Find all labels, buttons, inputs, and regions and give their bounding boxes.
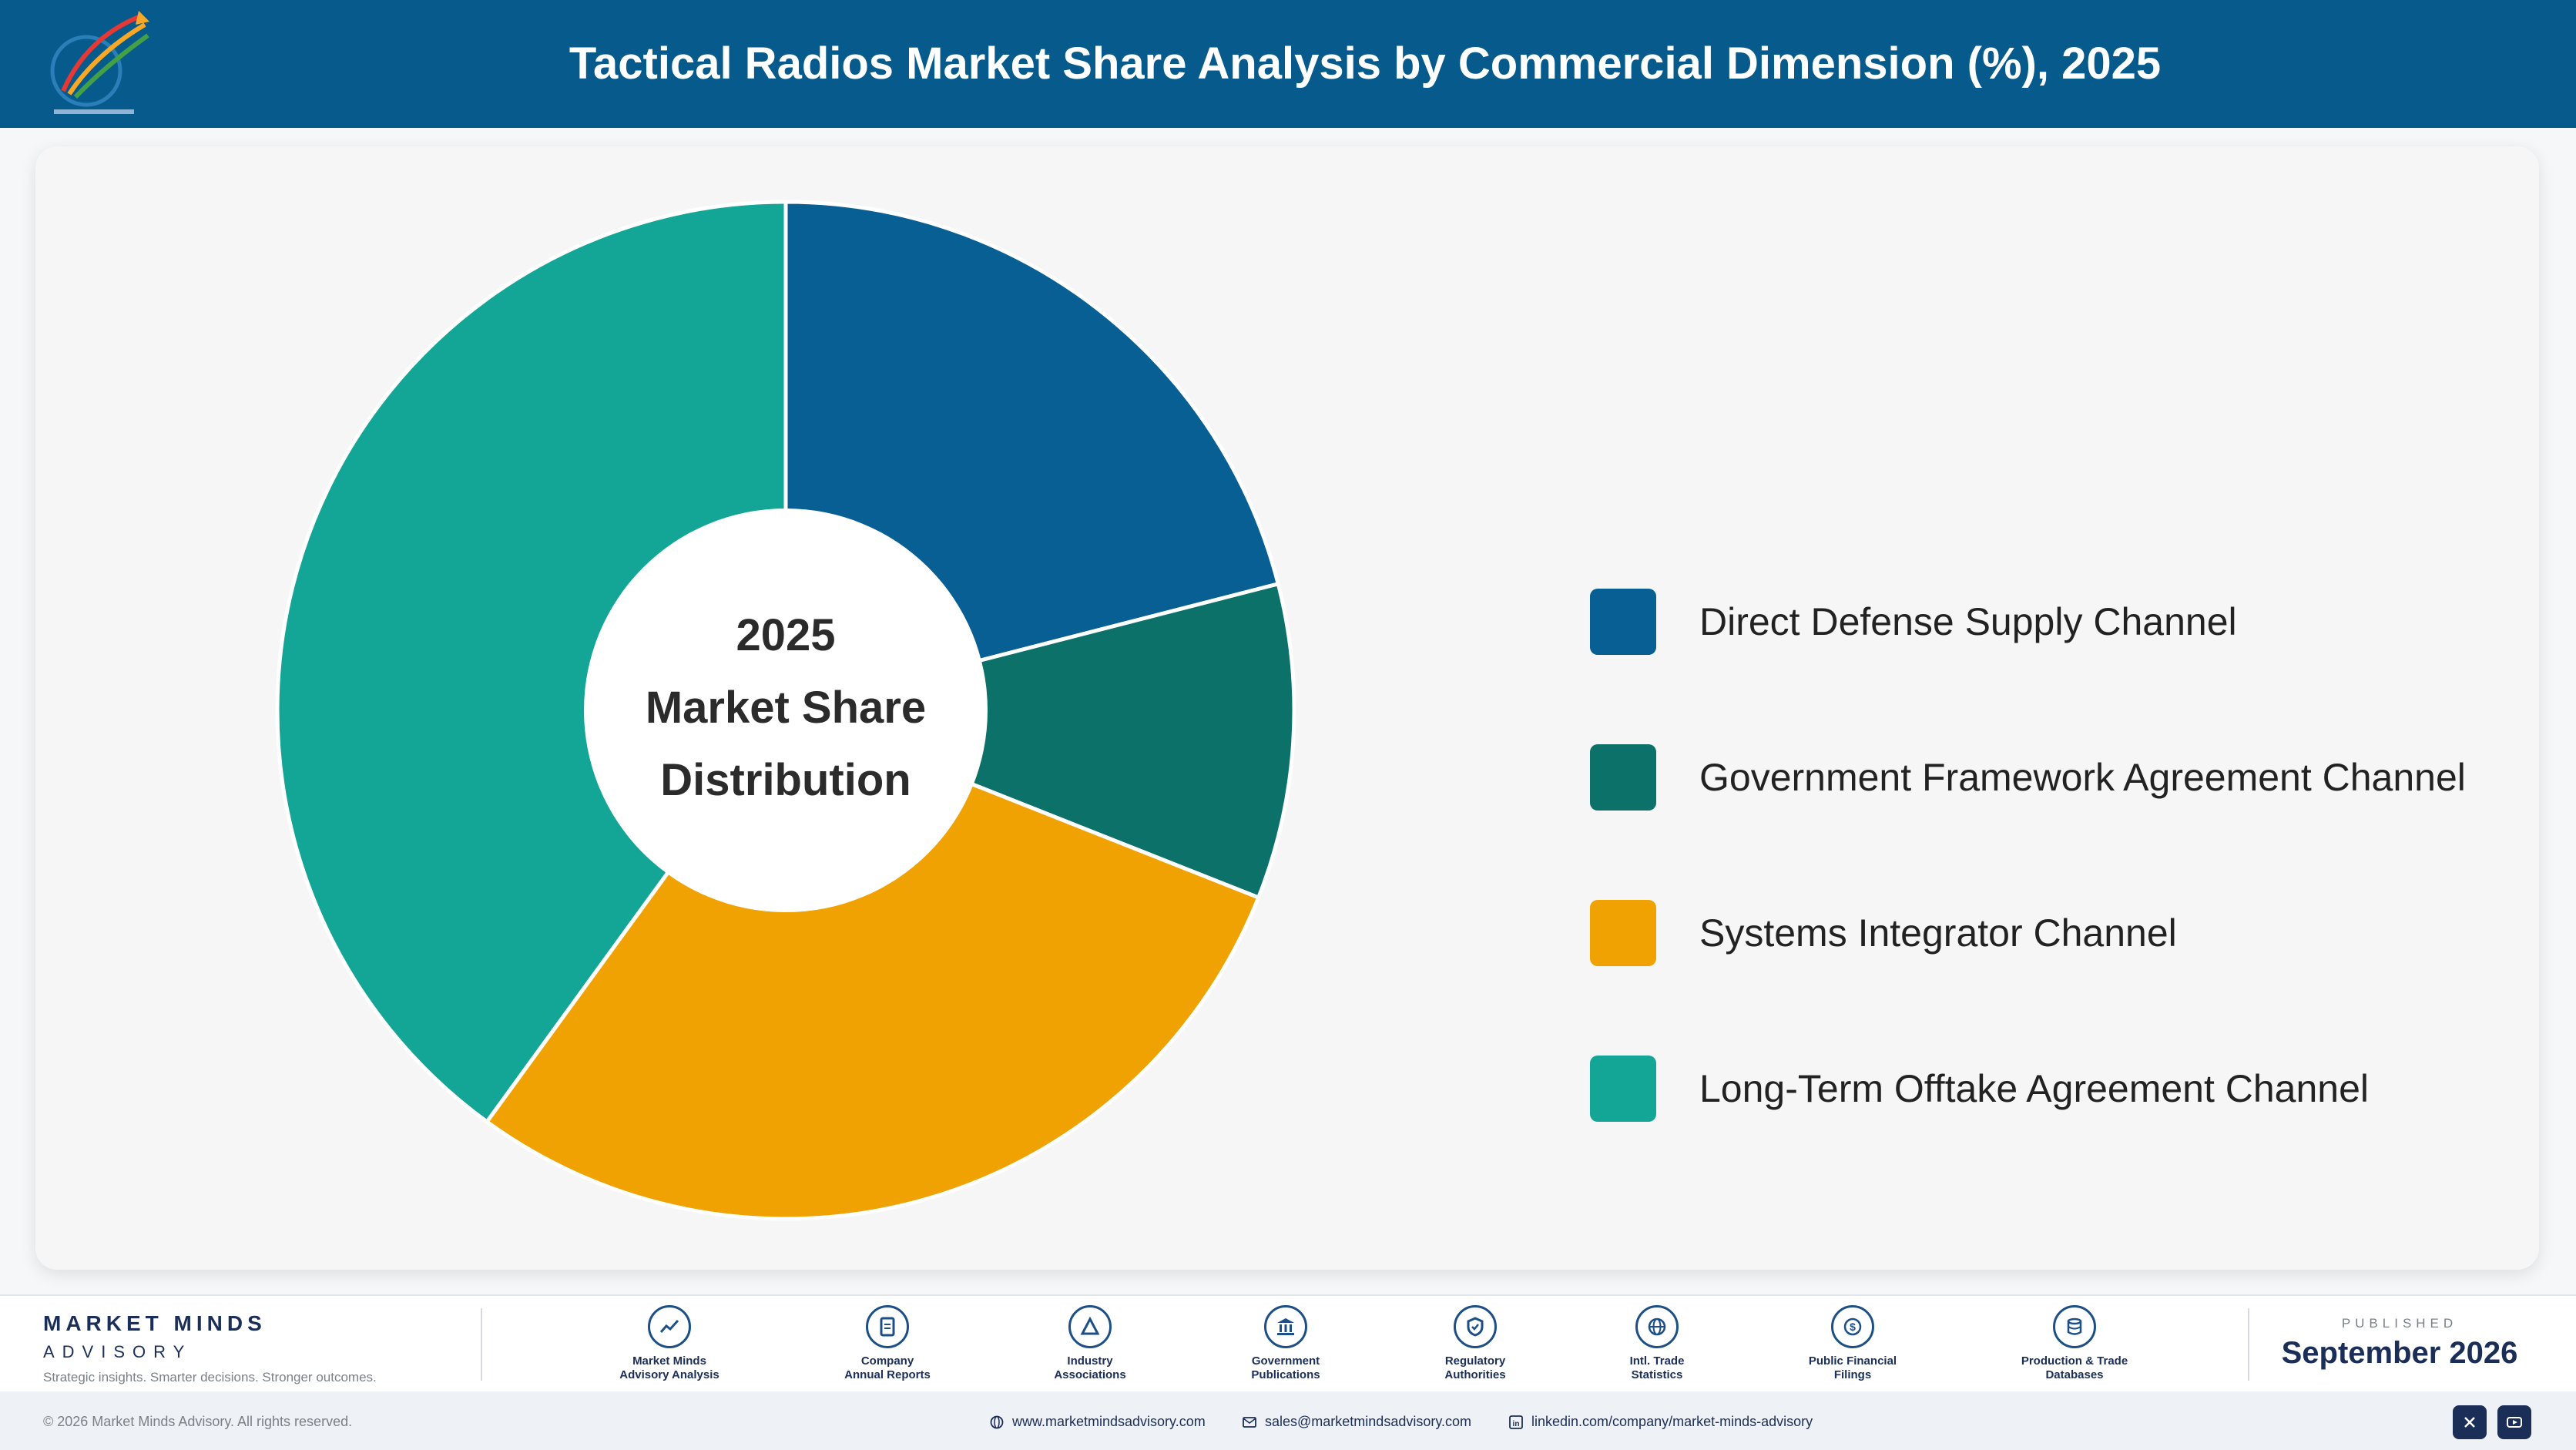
source-label: Industry Associations: [1054, 1354, 1126, 1381]
svg-text:in: in: [1513, 1420, 1520, 1428]
trend-chart-icon: [648, 1305, 691, 1348]
market-minds-logo: [50, 11, 149, 114]
shield-check-icon: [1454, 1305, 1497, 1348]
center-label-year: 2025: [736, 610, 835, 660]
source-label: Regulatory Authorities: [1444, 1354, 1506, 1381]
source-government-publications[interactable]: Government Publications: [1197, 1305, 1374, 1382]
legend-label: Long-Term Offtake Agreement Channel: [1699, 1067, 2370, 1110]
source-label: Intl. Trade Statistics: [1629, 1354, 1685, 1381]
source-label: Production & Trade Databases: [2021, 1354, 2128, 1381]
legend-label: Direct Defense Supply Channel: [1699, 600, 2237, 643]
linkedin-icon: in: [1509, 1415, 1523, 1430]
source-market-minds[interactable]: Market Minds Advisory Analysis: [581, 1305, 758, 1382]
government-building-icon: [1264, 1305, 1307, 1348]
source-financial-filings[interactable]: $ Public Financial Filings: [1764, 1305, 1941, 1382]
legend-swatch: [1590, 1056, 1656, 1122]
source-company-reports[interactable]: Company Annual Reports: [799, 1305, 976, 1382]
document-icon: [866, 1305, 909, 1348]
legend-swatch: [1590, 900, 1656, 966]
pie-slice-long-term-offtake-agreement-channel: [275, 200, 788, 1125]
footer: MARKET MINDS ADVISORY Strategic insights…: [0, 1294, 2576, 1450]
header-bar: Tactical Radios Market Share Analysis by…: [0, 0, 2576, 128]
brand-sub: ADVISORY: [43, 1342, 193, 1361]
network-icon: [1068, 1305, 1112, 1348]
center-label-line2: Market Share: [646, 683, 926, 733]
divider: [2248, 1308, 2249, 1381]
legend-item: Long-Term Offtake Agreement Channel: [1590, 1054, 2561, 1123]
source-regulatory-authorities[interactable]: Regulatory Authorities: [1387, 1305, 1564, 1382]
page-title: Tactical Radios Market Share Analysis by…: [569, 39, 2162, 89]
source-label: Public Financial Filings: [1808, 1354, 1897, 1381]
brand-tagline: Strategic insights. Smarter decisions. S…: [43, 1370, 377, 1385]
chart-card: 2025 Market Share Distribution Direct De…: [35, 146, 2539, 1270]
x-icon[interactable]: [2453, 1405, 2487, 1439]
source-label: Company Annual Reports: [844, 1354, 931, 1381]
mail-icon: [1243, 1417, 1256, 1428]
legend-item: Systems Integrator Channel: [1590, 898, 2561, 968]
database-icon: [2053, 1305, 2096, 1348]
legend-swatch: [1590, 744, 1656, 811]
dollar-coin-icon: $: [1831, 1305, 1874, 1348]
donut-chart: 2025 Market Share Distribution: [275, 200, 1296, 1221]
source-label: Government Publications: [1251, 1354, 1320, 1381]
youtube-icon[interactable]: [2497, 1405, 2531, 1439]
bottom-bar: © 2026 Market Minds Advisory. All rights…: [0, 1391, 2576, 1450]
source-industry-associations[interactable]: Industry Associations: [1001, 1305, 1179, 1382]
legend-item: Government Framework Agreement Channel: [1590, 743, 2561, 812]
copyright: © 2026 Market Minds Advisory. All rights…: [43, 1414, 353, 1429]
globe-icon: [990, 1415, 1004, 1429]
divider: [481, 1308, 482, 1381]
source-trade-statistics[interactable]: Intl. Trade Statistics: [1568, 1305, 1746, 1382]
globe-icon: [1635, 1305, 1679, 1348]
published-label: PUBLISHED: [2341, 1316, 2458, 1331]
source-label: Market Minds Advisory Analysis: [619, 1354, 719, 1381]
published-date: September 2026: [2281, 1336, 2518, 1370]
pie-slice-systems-integrator-channel: [484, 707, 1261, 1221]
legend-swatch: [1590, 589, 1656, 655]
svg-text:$: $: [1850, 1321, 1856, 1333]
source-trade-databases[interactable]: Production & Trade Databases: [1986, 1305, 2163, 1382]
center-label-line3: Distribution: [660, 755, 911, 805]
legend-label: Government Framework Agreement Channel: [1699, 756, 2466, 799]
linkedin-link[interactable]: in linkedin.com/company/market-minds-advi…: [1508, 1391, 1813, 1450]
legend-item: Direct Defense Supply Channel: [1590, 587, 2561, 656]
pie-slice-government-framework-agreement-channel: [779, 581, 1296, 901]
email-link[interactable]: sales@marketmindsadvisory.com: [1242, 1391, 1471, 1450]
website-link[interactable]: www.marketmindsadvisory.com: [989, 1391, 1206, 1450]
donut-hole: [584, 509, 988, 912]
legend-label: Systems Integrator Channel: [1699, 911, 2177, 955]
brand-name: MARKET MINDS: [43, 1311, 267, 1335]
